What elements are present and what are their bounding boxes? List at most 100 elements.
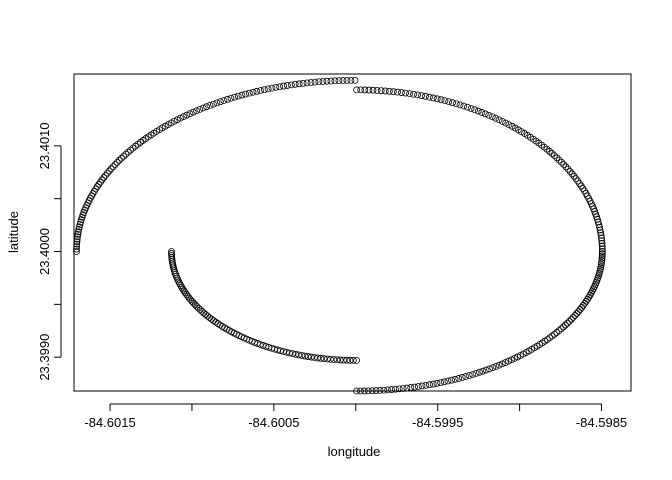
data-point	[444, 377, 452, 385]
data-point	[129, 144, 137, 152]
data-point	[299, 79, 307, 87]
data-point	[596, 226, 604, 234]
data-point	[75, 225, 83, 233]
data-point	[179, 285, 187, 293]
data-point	[471, 106, 479, 114]
data-point	[220, 97, 228, 104]
data-point	[392, 385, 399, 393]
data-point	[353, 356, 361, 364]
data-point	[553, 329, 561, 336]
data-point	[505, 121, 513, 129]
data-point	[598, 256, 606, 264]
data-point	[311, 354, 318, 361]
data-point	[314, 354, 322, 362]
data-point	[189, 108, 197, 116]
data-point	[380, 386, 388, 394]
data-point	[460, 102, 468, 110]
data-point	[410, 90, 417, 98]
data-point	[200, 309, 208, 317]
data-point	[319, 78, 327, 85]
data-point	[227, 94, 235, 102]
data-point	[425, 93, 433, 101]
data-point	[411, 383, 418, 391]
data-point	[323, 77, 331, 85]
data-point	[476, 368, 483, 376]
data-point	[598, 259, 605, 266]
data-point	[548, 332, 556, 340]
data-point	[74, 230, 82, 238]
data-point	[198, 307, 206, 315]
data-point	[495, 116, 503, 124]
data-point	[343, 77, 351, 84]
data-point	[323, 355, 331, 363]
data-point	[598, 252, 606, 260]
data-point	[596, 223, 603, 231]
data-point	[486, 365, 493, 373]
data-point	[467, 105, 475, 112]
data-point	[598, 254, 606, 262]
data-point	[178, 283, 186, 291]
data-point	[120, 152, 128, 160]
data-point	[353, 86, 361, 94]
data-point	[555, 156, 563, 164]
data-point	[469, 371, 477, 378]
data-point	[598, 242, 606, 250]
data-point	[551, 152, 558, 160]
y-axis-title: latitude	[6, 211, 21, 253]
data-point	[315, 78, 323, 86]
data-point	[462, 373, 470, 380]
data-point	[365, 86, 373, 94]
data-point	[597, 229, 605, 237]
data-point	[317, 354, 325, 362]
data-point	[102, 171, 109, 179]
data-point	[384, 386, 392, 394]
data-point	[597, 231, 605, 239]
data-point	[368, 387, 376, 395]
data-point	[204, 312, 212, 320]
data-point	[291, 80, 299, 88]
data-point	[168, 251, 175, 259]
data-point	[403, 384, 411, 392]
data-point	[93, 183, 101, 190]
data-point	[298, 352, 306, 359]
data-point	[555, 327, 563, 335]
data-point	[103, 169, 111, 177]
data-point	[73, 235, 81, 243]
data-point	[353, 387, 361, 395]
data-point	[180, 113, 187, 120]
data-point	[196, 306, 204, 314]
data-point	[199, 104, 207, 112]
data-point	[340, 356, 347, 364]
data-point	[122, 150, 130, 158]
data-point	[208, 315, 215, 323]
data-point	[193, 107, 200, 115]
data-point	[333, 356, 341, 364]
data-point	[445, 98, 453, 106]
points-layer	[73, 76, 606, 395]
data-point	[464, 103, 471, 111]
data-point	[557, 325, 565, 333]
data-point	[213, 99, 221, 107]
data-point	[257, 87, 264, 94]
data-point	[598, 248, 606, 255]
data-point	[327, 355, 334, 363]
data-point	[186, 110, 194, 118]
data-point	[360, 387, 368, 395]
data-point	[73, 243, 80, 250]
data-point	[327, 77, 335, 85]
data-point	[502, 119, 510, 127]
data-point	[351, 76, 359, 84]
data-point	[433, 379, 441, 387]
data-point	[402, 89, 409, 97]
data-point	[390, 88, 397, 96]
data-point	[465, 372, 473, 379]
data-point	[564, 165, 572, 173]
data-point	[113, 158, 121, 166]
data-point	[276, 83, 284, 91]
data-point	[551, 330, 558, 338]
data-point	[177, 114, 184, 122]
data-point	[349, 356, 357, 364]
data-point	[295, 351, 303, 359]
